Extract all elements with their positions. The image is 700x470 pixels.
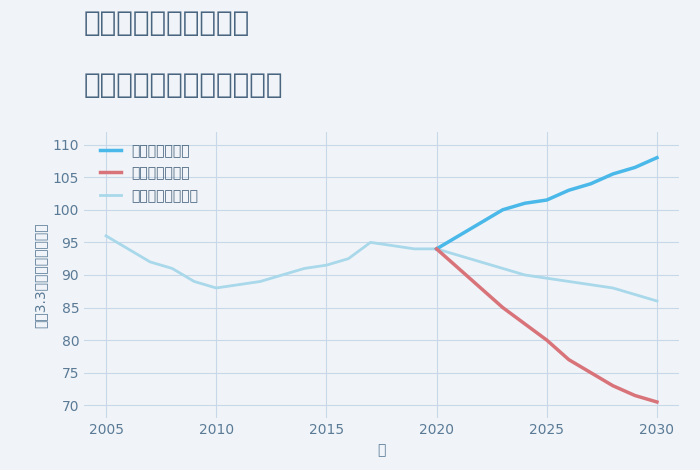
ノーマルシナリオ — [653, 298, 662, 304]
グッドシナリオ — [542, 197, 551, 203]
バッドシナリオ — [477, 285, 485, 291]
バッドシナリオ — [521, 321, 529, 327]
バッドシナリオ — [587, 370, 595, 376]
バッドシナリオ — [631, 392, 639, 398]
バッドシナリオ — [653, 399, 662, 405]
グッドシナリオ — [433, 246, 441, 252]
ノーマルシナリオ — [410, 246, 419, 252]
グッドシナリオ — [609, 171, 617, 177]
Y-axis label: 坪（3.3㎡）単価（万円）: 坪（3.3㎡）単価（万円） — [33, 222, 47, 328]
Line: ノーマルシナリオ: ノーマルシナリオ — [106, 236, 657, 301]
ノーマルシナリオ — [477, 259, 485, 265]
ノーマルシナリオ — [168, 266, 176, 271]
グッドシナリオ — [565, 188, 573, 193]
X-axis label: 年: 年 — [377, 443, 386, 457]
ノーマルシナリオ — [212, 285, 220, 291]
グッドシナリオ — [454, 233, 463, 239]
ノーマルシナリオ — [146, 259, 154, 265]
Text: 三重県伊賀市柘植町の: 三重県伊賀市柘植町の — [84, 9, 251, 38]
ノーマルシナリオ — [278, 272, 286, 278]
ノーマルシナリオ — [631, 292, 639, 298]
バッドシナリオ — [433, 246, 441, 252]
Text: 中古マンションの価格推移: 中古マンションの価格推移 — [84, 70, 284, 99]
ノーマルシナリオ — [256, 279, 265, 284]
ノーマルシナリオ — [234, 282, 242, 288]
ノーマルシナリオ — [433, 246, 441, 252]
ノーマルシナリオ — [322, 262, 330, 268]
ノーマルシナリオ — [102, 233, 110, 239]
バッドシナリオ — [609, 383, 617, 389]
Legend: グッドシナリオ, バッドシナリオ, ノーマルシナリオ: グッドシナリオ, バッドシナリオ, ノーマルシナリオ — [94, 139, 204, 208]
ノーマルシナリオ — [300, 266, 309, 271]
バッドシナリオ — [565, 357, 573, 362]
ノーマルシナリオ — [498, 266, 507, 271]
ノーマルシナリオ — [366, 240, 375, 245]
バッドシナリオ — [498, 305, 507, 310]
ノーマルシナリオ — [454, 252, 463, 258]
ノーマルシナリオ — [609, 285, 617, 291]
グッドシナリオ — [631, 164, 639, 170]
グッドシナリオ — [498, 207, 507, 212]
グッドシナリオ — [587, 181, 595, 187]
ノーマルシナリオ — [344, 256, 353, 261]
グッドシナリオ — [521, 200, 529, 206]
Line: バッドシナリオ: バッドシナリオ — [437, 249, 657, 402]
グッドシナリオ — [653, 155, 662, 160]
ノーマルシナリオ — [565, 279, 573, 284]
ノーマルシナリオ — [587, 282, 595, 288]
ノーマルシナリオ — [542, 275, 551, 281]
ノーマルシナリオ — [190, 279, 198, 284]
バッドシナリオ — [542, 337, 551, 343]
グッドシナリオ — [477, 220, 485, 226]
ノーマルシナリオ — [521, 272, 529, 278]
バッドシナリオ — [454, 266, 463, 271]
ノーマルシナリオ — [389, 243, 397, 249]
Line: グッドシナリオ: グッドシナリオ — [437, 157, 657, 249]
ノーマルシナリオ — [124, 246, 132, 252]
